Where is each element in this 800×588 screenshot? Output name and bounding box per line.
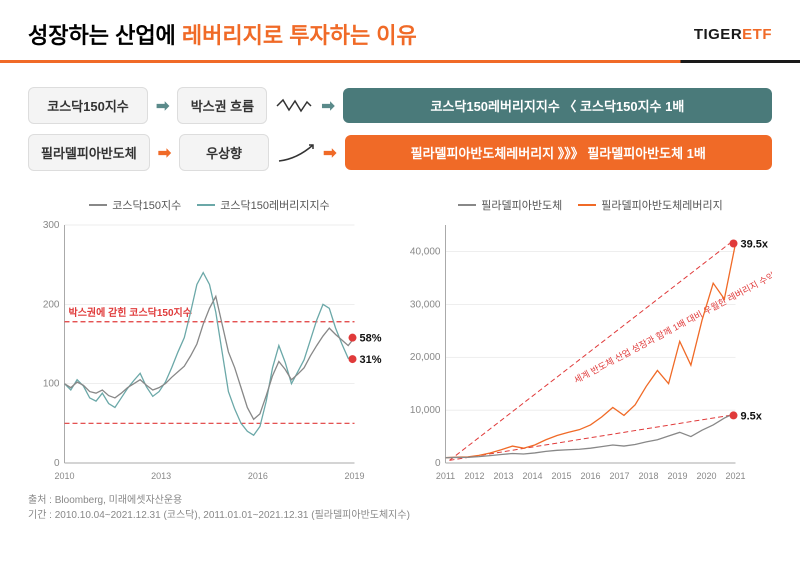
chart-kosdaq-plot: 0 100 200 300 2010 2013 2016 2019 박스권에 갇힌 코스닥150… xyxy=(28,215,391,485)
footer-period: 기간 : 2010.10.04~2021.12.31 (코스닥), 2011.0… xyxy=(28,508,772,523)
chart-sox: 필라델피아반도체 필라델피아반도체레버리지 0 10,000 20,000 30,00… xyxy=(409,197,772,485)
flow-sox-source: 필라델피아반도체 xyxy=(28,134,150,171)
legend-swatch xyxy=(458,204,476,206)
svg-text:200: 200 xyxy=(43,299,60,310)
svg-text:100: 100 xyxy=(43,379,60,390)
brand-logo: TIGERETF xyxy=(694,26,772,43)
svg-text:세계 반도체 산업 성장과 함께 1배 대비 우월한 레버리: 세계 반도체 산업 성장과 함께 1배 대비 우월한 레버리지 수익률 xyxy=(572,266,772,386)
svg-text:2020: 2020 xyxy=(696,471,716,481)
svg-text:2015: 2015 xyxy=(551,471,571,481)
legend-label: 필라델피아반도체 xyxy=(481,197,562,213)
flow-kosdaq-source: 코스닥150지수 xyxy=(28,87,148,124)
svg-text:2013: 2013 xyxy=(493,471,513,481)
arrow-icon: ➡ xyxy=(321,96,334,116)
page-title: 성장하는 산업에 레버리지로 투자하는 이유 xyxy=(28,18,417,50)
chart-sox-plot: 0 10,000 20,000 30,000 40,000 2011 2012 2013 201… xyxy=(409,215,772,485)
svg-text:39.5x: 39.5x xyxy=(741,239,769,251)
svg-text:2012: 2012 xyxy=(464,471,484,481)
chart-sox-legend: 필라델피아반도체 필라델피아반도체레버리지 xyxy=(409,197,772,215)
legend-swatch xyxy=(578,204,596,206)
legend-swatch xyxy=(89,204,107,206)
svg-text:300: 300 xyxy=(43,220,60,231)
flow-sox-trend: 우상향 xyxy=(179,134,269,171)
chart-kosdaq: 코스닥150지수 코스닥150레버리지지수 0 100 200 300 2010 2013… xyxy=(28,197,391,485)
svg-text:2016: 2016 xyxy=(580,471,600,481)
flow-row-kosdaq: 코스닥150지수 ➡ 박스권 흐름 ➡ 코스닥150레버리지지수 〈 코스닥15… xyxy=(28,87,772,124)
legend-label: 필라델피아반도체레버리지 xyxy=(601,197,722,213)
svg-text:0: 0 xyxy=(435,458,441,469)
arrow-icon: ➡ xyxy=(158,143,171,163)
logo-part1: TIGER xyxy=(694,26,742,43)
legend-item: 코스닥150지수 xyxy=(89,197,181,213)
legend-label: 코스닥150지수 xyxy=(112,197,181,213)
svg-text:2018: 2018 xyxy=(638,471,658,481)
svg-text:58%: 58% xyxy=(360,333,382,345)
flow-kosdaq-trend: 박스권 흐름 xyxy=(177,87,267,124)
arrow-icon: ➡ xyxy=(323,143,336,163)
uptrend-icon xyxy=(277,143,315,163)
arrow-icon: ➡ xyxy=(156,96,169,116)
legend-swatch xyxy=(197,204,215,206)
svg-text:0: 0 xyxy=(54,458,60,469)
legend-item: 필라델피아반도체 xyxy=(458,197,562,213)
flow-kosdaq-result: 코스닥150레버리지지수 〈 코스닥150지수 1배 xyxy=(343,88,772,123)
charts-section: 코스닥150지수 코스닥150레버리지지수 0 100 200 300 2010 2013… xyxy=(0,191,800,489)
svg-text:40,000: 40,000 xyxy=(410,246,441,257)
svg-text:2019: 2019 xyxy=(667,471,687,481)
zigzag-icon xyxy=(275,96,313,116)
title-part2: 레버리지로 투자하는 이유 xyxy=(182,23,417,48)
title-part1: 성장하는 산업에 xyxy=(28,23,182,48)
svg-text:2013: 2013 xyxy=(151,471,171,481)
flow-diagram: 코스닥150지수 ➡ 박스권 흐름 ➡ 코스닥150레버리지지수 〈 코스닥15… xyxy=(0,63,800,191)
flow-sox-result: 필라델피아반도체레버리지 》》》 필라델피아반도체 1배 xyxy=(345,135,773,170)
svg-text:31%: 31% xyxy=(360,354,382,366)
svg-text:박스권에 갇힌 코스닥150지수: 박스권에 갇힌 코스닥150지수 xyxy=(69,306,192,319)
svg-text:2011: 2011 xyxy=(436,471,455,481)
svg-text:30,000: 30,000 xyxy=(410,299,441,310)
svg-text:2016: 2016 xyxy=(248,471,268,481)
svg-text:9.5x: 9.5x xyxy=(741,410,763,422)
flow-row-sox: 필라델피아반도체 ➡ 우상향 ➡ 필라델피아반도체레버리지 》》》 필라델피아반… xyxy=(28,134,772,171)
chart-kosdaq-legend: 코스닥150지수 코스닥150레버리지지수 xyxy=(28,197,391,215)
svg-text:2014: 2014 xyxy=(522,471,542,481)
svg-text:2019: 2019 xyxy=(344,471,364,481)
svg-text:2021: 2021 xyxy=(725,471,745,481)
footer-source: 출처 : Bloomberg, 미래에셋자산운용 xyxy=(28,493,772,508)
svg-text:10,000: 10,000 xyxy=(410,405,441,416)
legend-item: 코스닥150레버리지지수 xyxy=(197,197,329,213)
svg-text:20,000: 20,000 xyxy=(410,352,441,363)
legend-label: 코스닥150레버리지지수 xyxy=(220,197,329,213)
legend-item: 필라델피아반도체레버리지 xyxy=(578,197,722,213)
logo-part2: ETF xyxy=(742,26,772,43)
footer-notes: 출처 : Bloomberg, 미래에셋자산운용 기간 : 2010.10.04… xyxy=(0,489,800,527)
svg-text:2010: 2010 xyxy=(54,471,74,481)
svg-text:2017: 2017 xyxy=(609,471,629,481)
header: 성장하는 산업에 레버리지로 투자하는 이유 TIGERETF xyxy=(0,0,800,63)
